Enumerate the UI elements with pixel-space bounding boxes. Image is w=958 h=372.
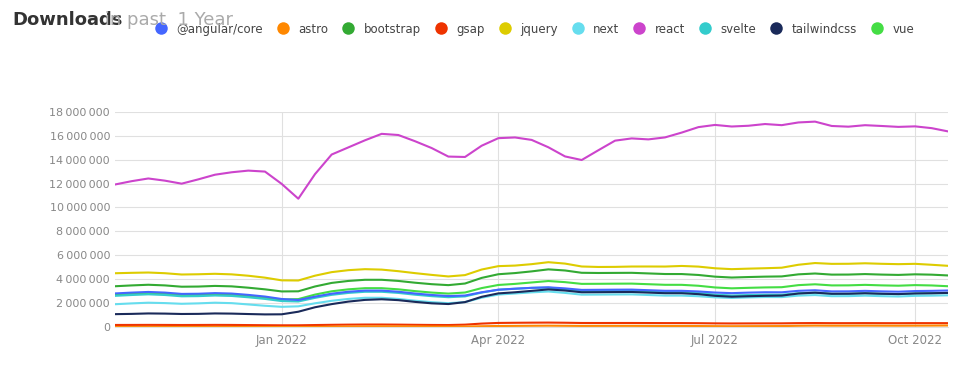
Text: Downloads: Downloads [12,11,123,29]
Text: in past  1 Year: in past 1 Year [99,11,233,29]
Legend: @angular/core, astro, bootstrap, gsap, jquery, next, react, svelte, tailwindcss,: @angular/core, astro, bootstrap, gsap, j… [149,23,914,36]
